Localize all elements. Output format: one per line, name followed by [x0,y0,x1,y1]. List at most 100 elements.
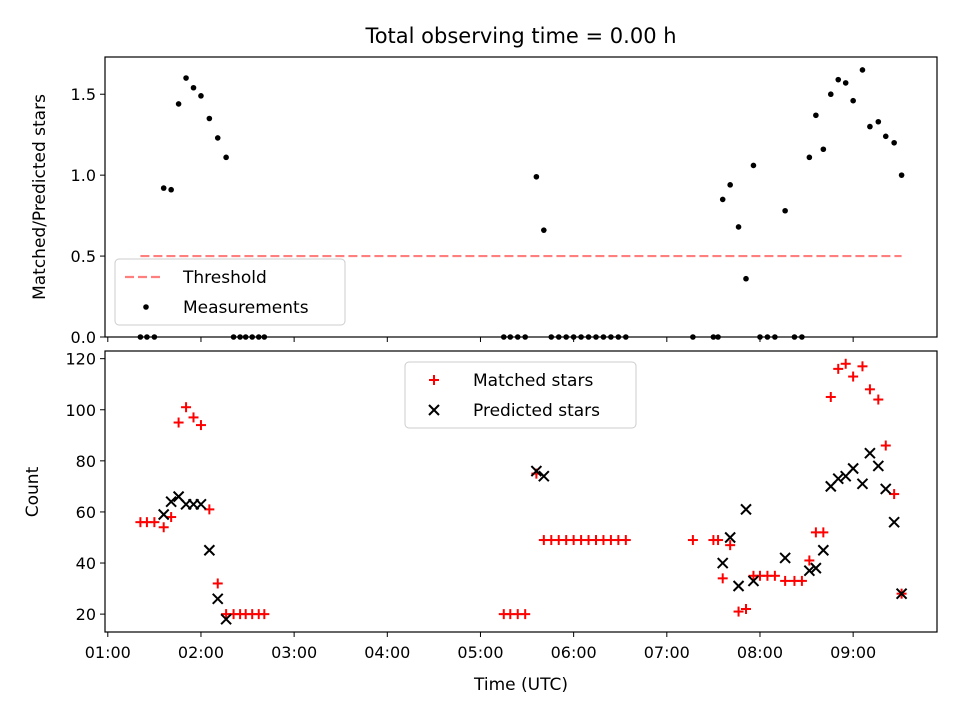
top-y-tick-label: 0.0 [71,328,96,347]
matched-star-point [848,371,859,382]
matched-star-point [204,504,215,515]
measurement-point [160,185,167,191]
legend-matched-label: Matched stars [473,371,593,391]
top-ylabel: Matched/Predicted stars [30,94,50,300]
measurement-point [206,115,213,122]
top-panel: Matched/Predicted stars 0.0 0.5 1.0 1.5 Thr… [30,56,938,347]
bottom-x-tick-label: 08:00 [737,643,783,662]
predicted-star-point [165,496,177,508]
matched-star-point [725,540,736,551]
predicted-star-point [880,483,892,495]
matched-star-point [259,609,270,620]
matched-star-point [864,384,875,395]
measurement-point [750,162,757,169]
bottom-x-tick-label: 01:00 [85,643,131,662]
top-legend: Threshold Measurements [114,258,346,326]
legend-matched-marker [429,375,439,385]
predicted-star-point [810,562,822,574]
predicted-star-point [747,575,760,587]
matched-star-point [717,573,728,584]
measurement-point [806,154,813,161]
matched-star-point [889,489,900,500]
bottom-ylabel: Count [23,466,43,517]
top-y-tick-label: 1.0 [71,166,96,185]
bottom-axes-frame [104,350,938,633]
matched-star-point [188,412,199,423]
bottom-x-tick-label: 06:00 [551,643,597,662]
measurement-point [533,173,540,180]
matched-star-point [780,575,791,586]
matched-star-point [149,517,160,528]
matched-star-point [880,440,891,451]
matched-star-point [166,512,177,523]
bottom-y-tick-label: 60 [76,503,96,522]
legend-predicted-swatch [428,404,440,416]
bottom-xlabel: Time (UTC) [473,675,568,695]
matched-star-point [818,527,829,538]
predicted-star-point [530,465,543,477]
measurement-point [820,146,827,153]
measurement-point [214,135,221,141]
predicted-star-point [888,516,900,528]
measurement-point [541,227,547,233]
measurement-point [827,91,834,98]
predicted-star-point [817,544,830,556]
measurement-point [198,93,204,99]
matched-star-point [857,361,868,372]
legend-measurements-label: Measurements [183,298,309,318]
predicted-star-point [717,557,729,569]
measurement-point [223,154,229,161]
bottom-legend: Matched stars Predicted stars [404,361,637,429]
predicted-star-point [740,503,752,516]
matched-star-point [840,358,851,369]
bottom-x-ticks: 01:00 02:00 03:00 04:00 05:00 06:00 07:00 08:00… [85,632,876,662]
measurement-point [859,67,866,73]
matched-star-point [173,417,184,428]
legend-matched-swatch [429,375,439,385]
top-y-ticks: 0.0 0.5 1.0 1.5 [71,85,105,347]
matched-star-point [195,420,206,431]
matched-star-point [804,555,815,566]
measurement-point [735,224,742,230]
matched-star-point [733,606,744,617]
matched-star-point [873,394,884,405]
bottom-x-tick-label: 04:00 [364,643,410,662]
matched-star-point [687,535,698,546]
bottom-y-tick-label: 20 [76,605,96,624]
predicted-star-point [832,473,844,485]
bottom-legend-box [404,361,637,429]
matched-star-point [158,522,169,533]
matched-star-point [620,535,631,546]
predicted-star-point [895,587,908,600]
predicted-star-point [779,552,791,564]
top-y-tick-label: 1.5 [71,85,96,104]
measurement-point [813,112,819,119]
measurement-point [183,75,189,81]
legend-threshold-label: Threshold [182,268,267,288]
chart-title: Total observing time = 0.00 h [364,24,676,48]
matched-star-point [833,363,844,374]
predicted-star-point [856,478,869,490]
bottom-y-ticks: 20 40 60 80 100 120 [65,350,105,624]
bottom-x-tick-label: 09:00 [830,643,876,662]
measurement-point [782,207,788,214]
predicted-star-point [220,613,232,625]
predicted-star-point [864,447,876,459]
predicted-star-point [157,508,170,521]
predicted-star-point [212,593,224,605]
predicted-stars-points [157,447,908,625]
measurement-point [743,275,749,282]
measurement-point [891,139,897,146]
measurement-point [175,101,182,107]
top-legend-box [114,258,346,326]
bottom-panel: Count Time (UTC) 20 40 60 80 100 120 01:00 02:… [23,350,938,695]
measurement-point [842,80,849,86]
legend-predicted-marker [428,404,440,416]
predicted-star-point [847,462,859,475]
bottom-x-tick-label: 07:00 [644,643,690,662]
predicted-star-point [724,531,736,544]
top-y-tick-label: 0.5 [71,247,96,266]
matched-star-point [769,570,780,581]
bottom-x-tick-label: 03:00 [271,643,317,662]
